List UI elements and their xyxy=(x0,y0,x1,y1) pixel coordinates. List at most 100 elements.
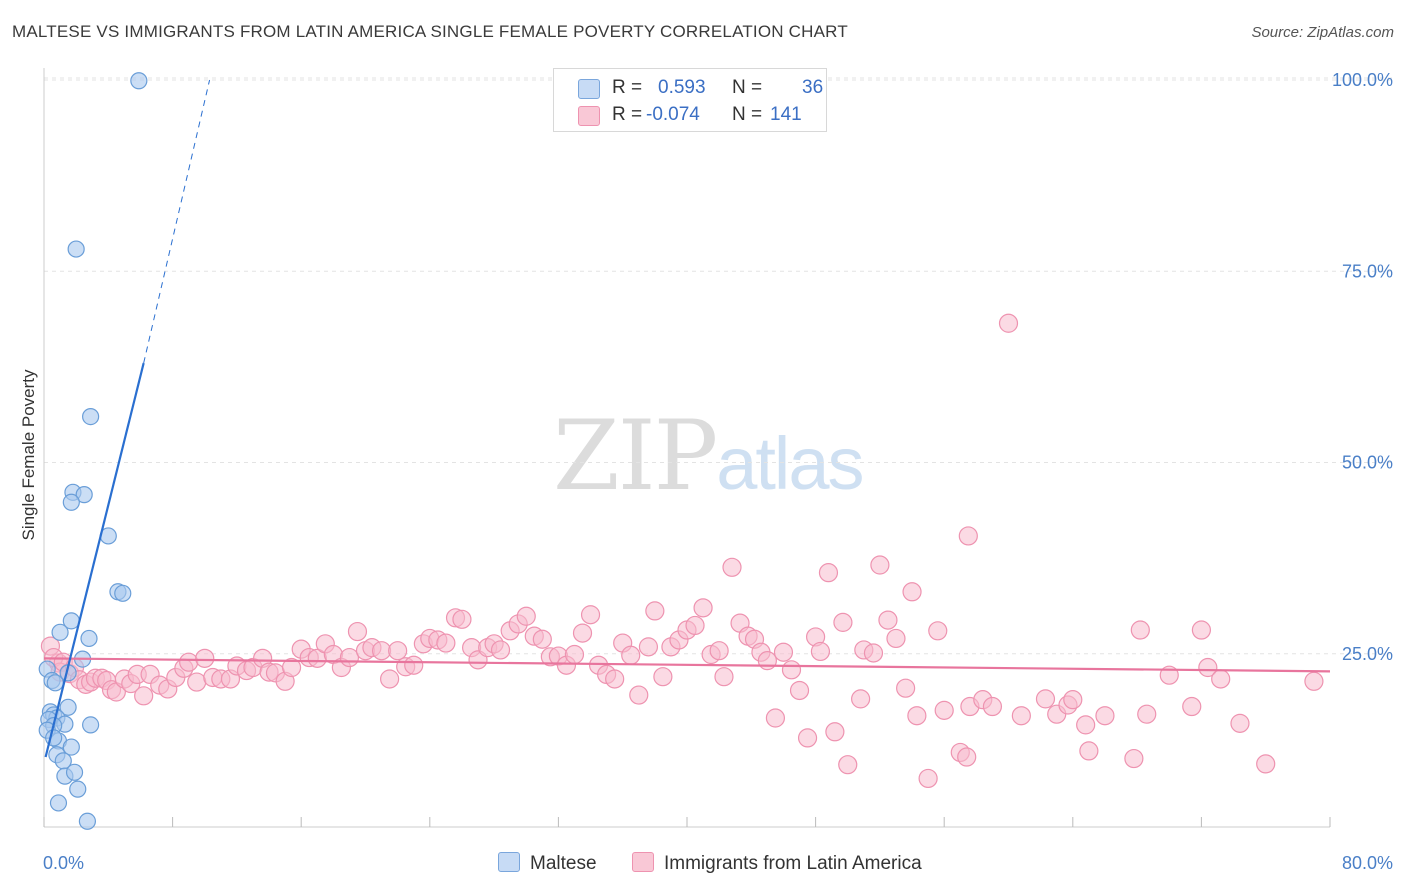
maltese-trend-extension xyxy=(143,79,211,364)
latin-point xyxy=(572,623,593,643)
latin-point xyxy=(516,606,536,626)
watermark-zip: ZIP xyxy=(553,400,718,512)
watermark: ZIPatlas xyxy=(553,400,865,512)
latin-point xyxy=(1076,715,1096,735)
maltese-point xyxy=(51,623,69,641)
latin-point xyxy=(863,643,884,663)
maltese-point xyxy=(62,738,80,756)
latin-point xyxy=(1211,669,1231,689)
latin-point xyxy=(532,629,552,649)
latin-america-points xyxy=(40,313,1324,789)
maltese-trend-line xyxy=(44,362,145,758)
latin-point xyxy=(1063,690,1083,710)
latin-point xyxy=(653,667,673,687)
latin-point xyxy=(878,610,898,630)
latin-point xyxy=(902,582,922,602)
latin-point xyxy=(1191,620,1212,640)
latin-point xyxy=(982,696,1003,717)
latin-point xyxy=(907,706,927,726)
x-tick-label-right: 80.0% xyxy=(1342,853,1393,873)
latin-n-label: N = xyxy=(732,104,763,125)
latin-point xyxy=(870,555,890,575)
latin-point xyxy=(709,641,729,661)
maltese-point xyxy=(69,780,87,798)
maltese-point xyxy=(82,408,100,426)
latin-point xyxy=(1256,754,1276,774)
axis-labels: 25.0% 50.0% 75.0% 100.0% 0.0% 80.0% Single Fem… xyxy=(19,70,1393,873)
maltese-point xyxy=(46,674,64,692)
latin-point xyxy=(195,648,215,668)
gridlines xyxy=(44,77,1394,655)
axes xyxy=(43,68,1331,828)
latin-point xyxy=(757,651,777,671)
y-tick-label-25: 25.0% xyxy=(1342,644,1393,664)
correlation-legend: R = 0.593 N = 36 R = -0.074 N = 141 xyxy=(553,68,827,132)
latin-point xyxy=(436,633,456,653)
latin-point xyxy=(1035,689,1056,709)
latin-point xyxy=(490,640,511,660)
y-axis-label: Single Female Poverty xyxy=(19,369,38,541)
maltese-r-label: R = xyxy=(612,77,643,98)
latin-point xyxy=(789,680,810,701)
bottom-latin-swatch xyxy=(632,852,654,872)
maltese-point xyxy=(78,812,97,830)
maltese-point xyxy=(65,763,84,781)
latin-point xyxy=(838,755,858,775)
y-tick-label-75: 75.0% xyxy=(1342,261,1393,281)
latin-point xyxy=(958,526,978,546)
latin-point xyxy=(1124,748,1144,769)
latin-point xyxy=(388,641,408,661)
latin-point xyxy=(1230,713,1250,733)
y-tick-label-50: 50.0% xyxy=(1342,453,1393,473)
latin-point xyxy=(1079,741,1099,761)
latin-point xyxy=(281,657,302,678)
latin-point xyxy=(851,689,871,709)
bottom-legend-maltese: Maltese xyxy=(498,852,597,875)
maltese-point xyxy=(80,629,98,648)
latin-point xyxy=(580,605,601,625)
latin-point xyxy=(1095,706,1115,726)
latin-point xyxy=(339,647,360,668)
latin-point xyxy=(998,313,1019,333)
maltese-point xyxy=(82,716,100,734)
latin-point xyxy=(621,645,641,665)
latin-n-value: 141 xyxy=(770,104,802,125)
latin-point xyxy=(1137,704,1157,724)
latin-point xyxy=(371,641,392,661)
latin-r-label: R = xyxy=(612,104,643,125)
source-label: Source: ZipAtlas.com xyxy=(1251,24,1394,41)
x-tick-label-left: 0.0% xyxy=(43,853,84,873)
latin-point xyxy=(179,652,199,672)
latin-point xyxy=(810,641,831,662)
maltese-r-value: 0.593 xyxy=(658,77,706,98)
bottom-latin-label: Immigrants from Latin America xyxy=(664,853,922,874)
latin-point xyxy=(134,686,154,706)
latin-point xyxy=(347,621,368,642)
latin-point xyxy=(722,557,742,577)
latin-point xyxy=(404,655,424,675)
chart-title: MALTESE VS IMMIGRANTS FROM LATIN AMERICA… xyxy=(12,22,848,41)
latin-point xyxy=(818,563,839,583)
latin-trend-line xyxy=(43,657,1331,673)
latin-point xyxy=(896,678,916,698)
trend-lines xyxy=(43,79,1331,758)
latin-point xyxy=(797,728,818,748)
latin-point xyxy=(629,685,649,705)
latin-point xyxy=(886,628,906,649)
maltese-points xyxy=(38,72,148,830)
latin-point xyxy=(1130,620,1150,640)
maltese-n-value: 36 xyxy=(802,77,824,98)
latin-point xyxy=(187,672,207,692)
latin-point xyxy=(825,722,845,742)
maltese-point xyxy=(75,486,93,504)
latin-point xyxy=(1011,706,1031,726)
latin-point xyxy=(1304,671,1324,691)
bottom-maltese-swatch xyxy=(498,852,520,872)
latin-point xyxy=(957,747,977,767)
maltese-point xyxy=(62,493,80,511)
latin-point xyxy=(765,708,786,728)
latin-point xyxy=(1198,657,1218,678)
latin-point xyxy=(452,609,472,629)
latin-point xyxy=(934,700,954,720)
maltese-point xyxy=(114,584,132,602)
